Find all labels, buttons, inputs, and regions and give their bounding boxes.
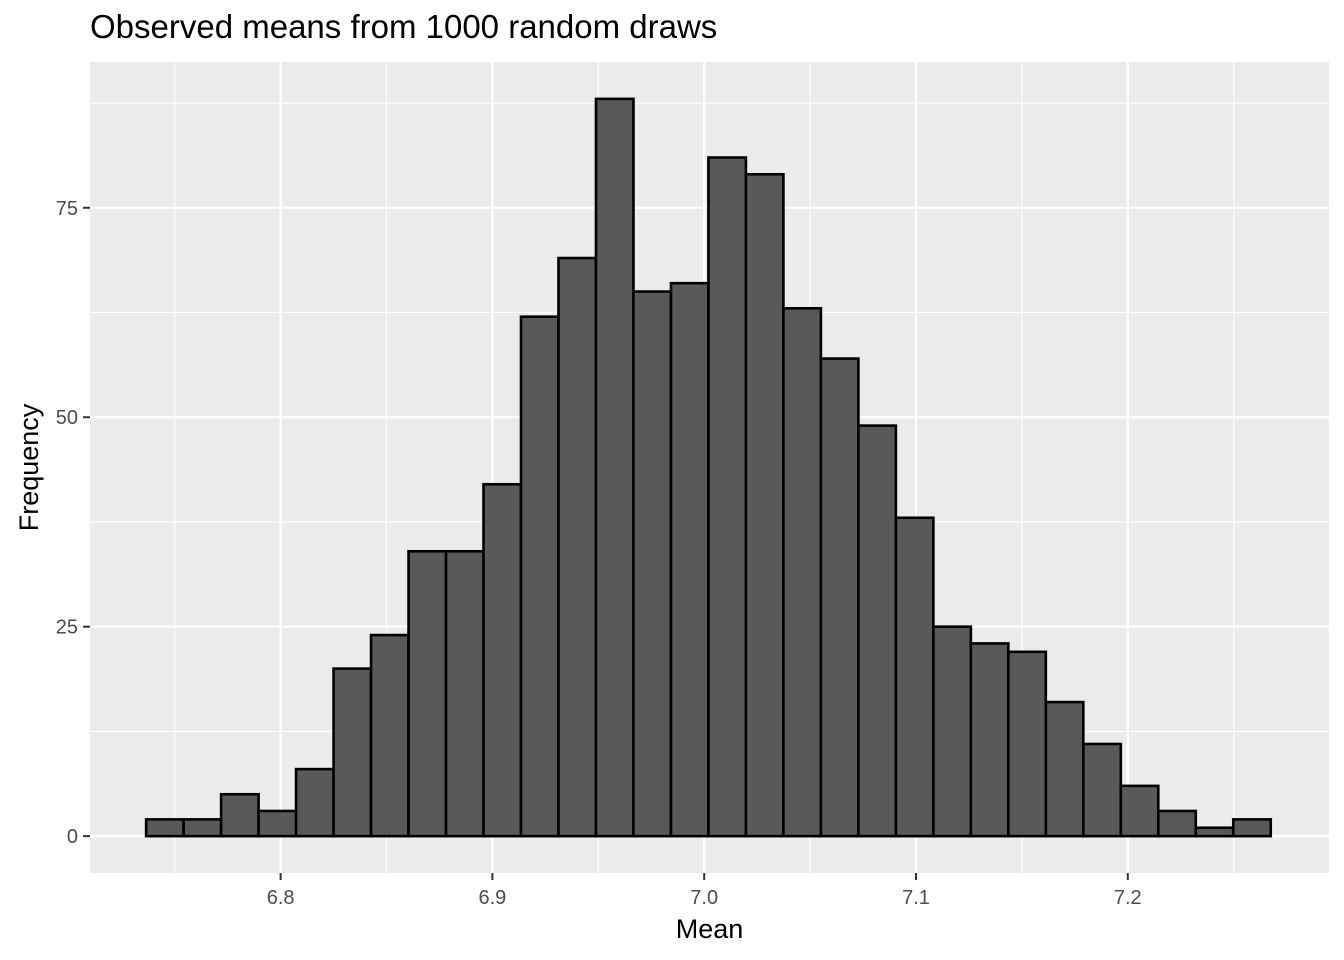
histogram-bar <box>1119 784 1160 838</box>
histogram-bar <box>257 809 298 838</box>
histogram-bar <box>819 357 860 838</box>
y-tick-label: 0 <box>67 826 78 848</box>
x-axis: 6.8 6.9 7.0 7.1 7.2 <box>267 873 1142 909</box>
histogram-bar <box>1082 742 1123 838</box>
histogram-bar <box>1007 650 1048 838</box>
y-axis-title: Frequency <box>14 403 44 531</box>
histogram-bar <box>369 633 410 838</box>
histogram-bar <box>594 97 635 838</box>
x-tick-label: 7.0 <box>690 887 718 909</box>
histogram-bar <box>1231 818 1273 838</box>
histogram-bar <box>407 549 448 838</box>
histogram-bar <box>782 307 823 838</box>
y-tick-label: 75 <box>56 198 78 220</box>
histogram-bar <box>557 256 598 838</box>
histogram-bar <box>632 290 673 838</box>
histogram-bar <box>294 767 335 838</box>
y-axis: 0 25 50 75 <box>56 198 90 848</box>
histogram-bar <box>444 549 485 838</box>
histogram-bar <box>932 625 973 838</box>
histogram-bar <box>744 172 785 838</box>
histogram-bar <box>144 818 185 838</box>
histogram-bar <box>519 315 560 838</box>
histogram-bar <box>219 792 260 838</box>
x-axis-title: Mean <box>676 914 744 944</box>
histogram-bar <box>1156 809 1198 838</box>
x-tick-label: 6.8 <box>267 887 295 909</box>
histogram-bars <box>144 97 1273 838</box>
histogram-bar <box>857 424 898 838</box>
histogram-bar <box>1194 826 1235 838</box>
histogram-bar <box>969 642 1010 838</box>
histogram-bar <box>669 281 710 838</box>
histogram-bar <box>332 667 373 838</box>
chart-title: Observed means from 1000 random draws <box>90 8 718 45</box>
histogram-bar <box>182 818 223 838</box>
x-tick-label: 7.1 <box>902 887 930 909</box>
y-tick-label: 25 <box>56 617 78 639</box>
histogram-bar <box>894 516 935 838</box>
x-tick-label: 6.9 <box>479 887 507 909</box>
histogram-bar <box>1044 700 1085 838</box>
y-tick-label: 50 <box>56 407 78 429</box>
histogram-bar <box>482 482 523 838</box>
histogram-bar <box>707 156 748 838</box>
x-tick-label: 7.2 <box>1114 887 1142 909</box>
